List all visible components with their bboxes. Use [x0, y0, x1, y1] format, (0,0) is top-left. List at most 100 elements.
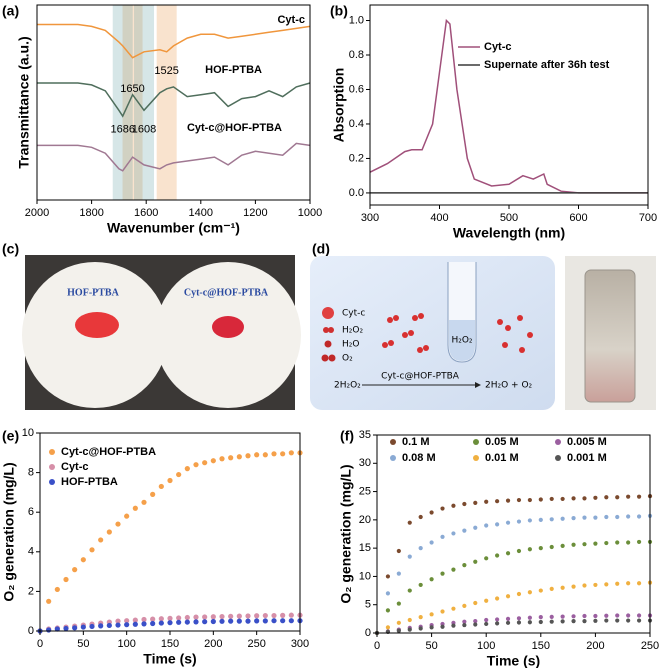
data-point [228, 618, 234, 624]
data-point [451, 531, 456, 536]
x-tick-label: 500 [500, 212, 518, 224]
y-tick-label: 10 [22, 427, 34, 439]
data-point [254, 618, 260, 624]
data-point [484, 621, 489, 627]
data-point [615, 495, 620, 500]
data-point [451, 623, 456, 628]
data-point [124, 622, 130, 628]
legend-label: 0.005 M [567, 436, 607, 448]
data-point [54, 626, 60, 632]
data-point [429, 625, 434, 630]
data-point [184, 614, 190, 621]
diagram-panel: (d) Cyt-c H₂O₂ H₂O O₂ H₂O₂ 2H₂O₂ Cyt-c@H… [310, 241, 656, 410]
data-point [158, 616, 164, 622]
data-point [440, 571, 445, 576]
data-point [271, 451, 277, 457]
data-point [636, 514, 642, 519]
data-point [80, 557, 86, 563]
legend-swatch [555, 455, 561, 461]
data-point [440, 624, 445, 629]
plot-frame [369, 4, 649, 206]
data-point [560, 585, 565, 590]
y-tick-label: 5 [365, 599, 371, 611]
data-point [473, 559, 478, 564]
y-tick-label: 25 [359, 485, 371, 497]
data-point [571, 619, 576, 624]
data-point [429, 612, 434, 617]
x-axis-label: Wavelength (nm) [453, 225, 565, 241]
x-tick-label: 0 [374, 640, 380, 652]
data-point [505, 594, 511, 599]
data-point [210, 618, 216, 625]
data-point [473, 525, 478, 530]
data-point [202, 619, 208, 625]
x-tick-label: 300 [291, 638, 309, 650]
data-point [407, 554, 412, 559]
y-tick-label: 4 [28, 546, 34, 558]
data-point [385, 625, 391, 630]
data-point [505, 498, 511, 503]
y-tick-label: 0.6 [349, 83, 364, 95]
data-point [571, 614, 576, 619]
data-point [516, 519, 522, 524]
data-point [538, 517, 543, 522]
tube-label: H₂O₂ [451, 336, 472, 346]
data-point [462, 603, 467, 608]
legend-swatch [555, 439, 561, 445]
powder [212, 316, 244, 338]
data-point [418, 582, 423, 588]
data-point [484, 556, 489, 561]
legend-swatch [49, 449, 55, 455]
data-point [560, 619, 565, 624]
data-point [560, 516, 565, 521]
data-point [615, 540, 620, 545]
y-tick-label: 0.2 [349, 152, 364, 164]
panel-label: (e) [2, 428, 19, 444]
data-point [636, 613, 642, 618]
data-point [626, 494, 631, 499]
data-point [193, 614, 199, 620]
data-point [604, 618, 609, 623]
data-point [593, 613, 598, 619]
data-point [462, 619, 467, 624]
data-point [385, 608, 391, 613]
x-tick-label: 1000 [298, 207, 322, 219]
data-point [582, 515, 587, 520]
data-point [150, 620, 156, 627]
data-point [516, 620, 522, 625]
data-point [582, 583, 587, 588]
y-tick-label: 0.8 [349, 49, 364, 61]
data-point [219, 456, 225, 462]
data-point [150, 491, 156, 497]
data-point [538, 619, 543, 625]
data-point [80, 624, 86, 630]
data-point [516, 497, 522, 503]
panel-label: (c) [2, 241, 19, 257]
data-point [396, 628, 401, 633]
data-point [176, 619, 182, 625]
legend-label: 0.1 M [402, 436, 430, 448]
data-point [484, 617, 489, 623]
data-point [527, 547, 532, 552]
data-point [158, 620, 164, 626]
annotation: 1650 [120, 83, 144, 95]
data-point [484, 598, 489, 603]
data-point [141, 499, 147, 505]
data-point [505, 520, 511, 525]
data-point [462, 622, 467, 628]
data-point [626, 581, 631, 586]
data-point [124, 513, 130, 519]
y-axis-label: Transmittance (a.u.) [16, 36, 32, 168]
icon [328, 327, 334, 333]
data-point [473, 619, 478, 624]
panel-label: (d) [312, 241, 330, 257]
data-point [280, 451, 286, 457]
data-point [440, 534, 445, 539]
data-point [176, 471, 182, 478]
icon [322, 307, 334, 319]
x-tick-label: 0 [37, 638, 43, 650]
data-point [254, 452, 260, 458]
data-point [604, 582, 609, 587]
data-point [396, 548, 401, 554]
y-tick-label: 0 [365, 627, 371, 639]
